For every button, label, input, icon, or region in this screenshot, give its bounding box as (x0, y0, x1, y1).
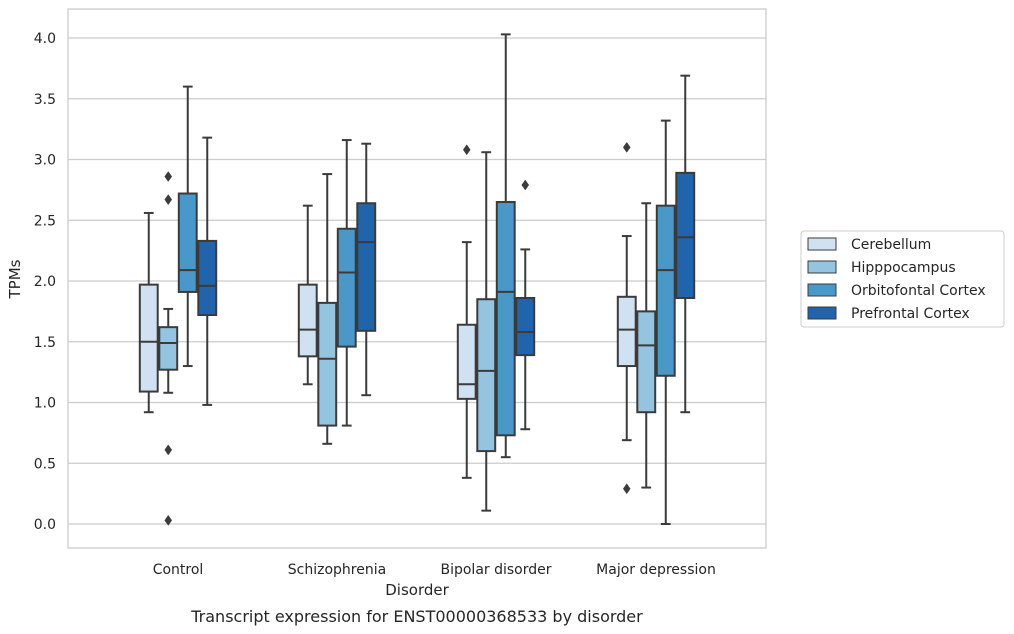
box-cerebellum (616, 141, 637, 495)
box-iqr (515, 297, 536, 357)
box-orbitofontal-cortex (177, 85, 198, 368)
y-tick-label: 0.5 (34, 456, 56, 472)
x-tick-labels: Control Schizophrenia Bipolar disorder Majo… (153, 562, 716, 578)
box-prefrontal-cortex (515, 179, 536, 431)
legend-label: Orbitofontal Cortex (851, 283, 986, 299)
x-axis-label: Disorder (385, 581, 449, 599)
legend-label: Hipppocampus (851, 260, 956, 276)
box-cerebellum (297, 204, 318, 386)
y-tick-label: 4.0 (34, 31, 56, 47)
box-iqr (636, 310, 657, 414)
box-iqr (675, 171, 696, 300)
box-hipppocampus (476, 151, 497, 512)
y-tick-labels: 0.0 0.5 1.0 1.5 2.0 2.5 3.0 3.5 4.0 (34, 31, 56, 533)
y-tick-label: 3.0 (34, 153, 56, 169)
box-iqr (158, 326, 179, 371)
legend-swatch (807, 283, 837, 297)
box-cerebellum (138, 211, 159, 414)
box-prefrontal-cortex (197, 136, 218, 406)
y-tick-label: 2.0 (34, 274, 56, 290)
y-tick-label: 0.0 (34, 517, 56, 533)
box-iqr (197, 239, 218, 317)
box-iqr (336, 227, 357, 348)
outlier-point (164, 514, 173, 526)
legend-frame (800, 230, 1005, 328)
box-iqr (297, 283, 318, 358)
box-iqr (456, 323, 477, 400)
outlier-point (521, 179, 530, 191)
legend-swatch (807, 260, 837, 274)
box-iqr (495, 201, 516, 437)
box-iqr (177, 192, 198, 293)
outlier-point (164, 171, 173, 182)
outlier-point (622, 483, 631, 495)
box-prefrontal-cortex (356, 142, 377, 397)
box-iqr (138, 283, 159, 393)
outlier-point (462, 144, 471, 156)
box-iqr (616, 295, 637, 368)
x-tick-label: Bipolar disorder (440, 562, 551, 578)
y-tick-label: 1.0 (34, 396, 56, 412)
y-tick-label: 3.5 (34, 92, 56, 108)
x-tick-label: Schizophrenia (288, 562, 386, 578)
box-orbitofontal-cortex (655, 119, 676, 525)
x-tick-label: Control (153, 562, 204, 578)
box-iqr (655, 204, 676, 377)
box-hipppocampus (317, 173, 338, 445)
outlier-point (622, 141, 631, 153)
box-iqr (476, 298, 497, 453)
boxes (138, 33, 696, 526)
legend-swatch (807, 306, 837, 320)
y-axis-label: TPMs (6, 259, 24, 299)
legend: Cerebellum Hipppocampus Orbitofontal Corte… (800, 230, 1005, 328)
legend-label: Cerebellum (851, 237, 931, 253)
outlier-point (164, 194, 173, 206)
box-cerebellum (456, 144, 477, 479)
box-iqr (356, 202, 377, 332)
box-hipppocampus (636, 202, 657, 489)
outlier-point (164, 444, 173, 456)
box-orbitofontal-cortex (336, 139, 357, 427)
chart-caption: Transcript expression for ENST0000036853… (190, 607, 643, 626)
legend-label: Prefrontal Cortex (851, 306, 970, 322)
legend-swatch (807, 237, 837, 251)
box-orbitofontal-cortex (495, 33, 516, 459)
y-tick-label: 2.5 (34, 213, 56, 229)
box-iqr (317, 301, 338, 427)
box-hipppocampus (158, 171, 179, 526)
y-tick-label: 1.5 (34, 335, 56, 351)
plot-area-frame (67, 8, 767, 549)
x-tick-label: Major depression (596, 562, 716, 578)
box-prefrontal-cortex (675, 74, 696, 414)
